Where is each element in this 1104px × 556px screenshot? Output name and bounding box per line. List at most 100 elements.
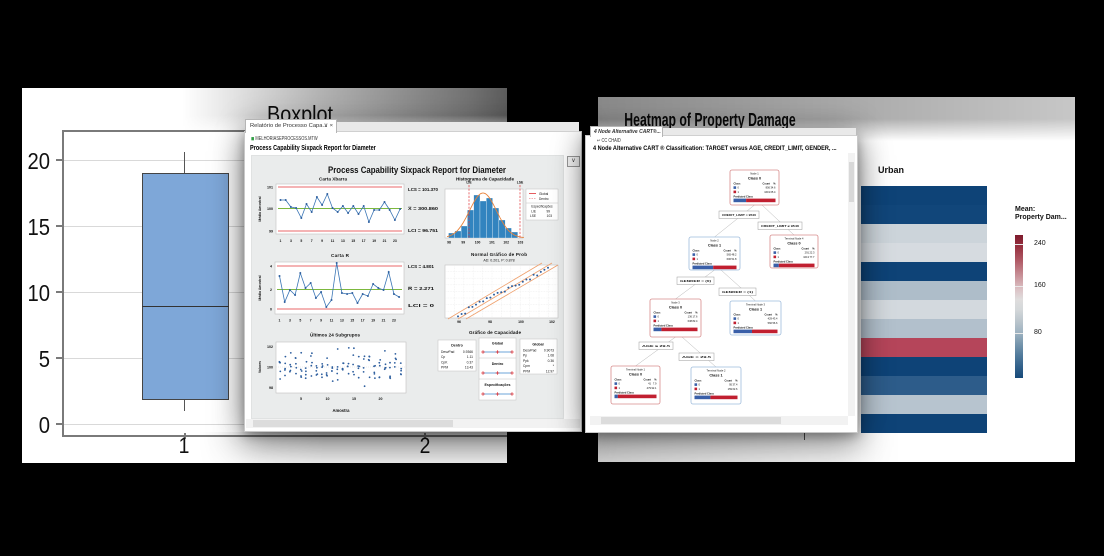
svg-text:Cp: Cp (441, 355, 445, 359)
svg-text:0: 0 (658, 315, 660, 319)
svg-text:LSE: LSE (530, 214, 536, 218)
svg-text:Predicted Class: Predicted Class (734, 325, 754, 329)
svg-text:856: 856 (766, 186, 771, 190)
svg-text:1: 1 (658, 319, 660, 323)
svg-text:Global: Global (539, 192, 549, 196)
svg-text:159: 159 (728, 387, 733, 391)
svg-text:Global: Global (532, 343, 543, 347)
svg-text:560: 560 (768, 321, 773, 325)
svg-text:Dentro: Dentro (492, 362, 504, 366)
svg-text:%: % (735, 379, 738, 383)
svg-text:1619: 1619 (764, 190, 770, 194)
svg-text:23: 23 (393, 239, 397, 243)
svg-text:1: 1 (280, 239, 282, 243)
svg-text:99: 99 (269, 230, 273, 234)
svg-text:0.36: 0.36 (548, 359, 555, 363)
svg-text:9: 9 (320, 319, 322, 323)
svg-text:LCI = 0: LCI = 0 (408, 303, 435, 308)
svg-text:Class 0: Class 0 (787, 242, 800, 246)
svg-text:48.2: 48.2 (731, 253, 737, 257)
svg-text:98: 98 (269, 386, 273, 390)
svg-text:37.4: 37.4 (732, 383, 738, 387)
svg-text:0: 0 (270, 308, 272, 312)
svg-text:41: 41 (648, 382, 651, 386)
svg-text:21: 21 (382, 319, 386, 323)
svg-text:AD: 0.201, P: 0.878: AD: 0.201, P: 0.878 (483, 259, 514, 263)
svg-text:Class 1: Class 1 (708, 244, 721, 248)
svg-text:9: 9 (321, 239, 323, 243)
svg-text:1.11: 1.11 (467, 355, 473, 359)
svg-text:Terminal Node 4: Terminal Node 4 (785, 237, 804, 241)
svg-text:Node 1: Node 1 (750, 172, 759, 176)
svg-text:56.6: 56.6 (772, 321, 778, 325)
svg-text:51.8: 51.8 (731, 257, 737, 261)
svg-text:LSE: LSE (517, 181, 524, 185)
svg-text:4: 4 (270, 265, 272, 269)
svg-text:11: 11 (331, 239, 335, 243)
svg-text:17.6: 17.6 (692, 315, 698, 319)
svg-text:7: 7 (311, 239, 313, 243)
svg-text:10: 10 (326, 397, 330, 401)
svg-text:96: 96 (457, 320, 461, 324)
svg-text:CREDIT_LIMIT ≥ 9540: CREDIT_LIMIT ≥ 9540 (761, 224, 799, 228)
svg-text:Valores: Valores (258, 361, 262, 373)
svg-text:1: 1 (619, 386, 621, 390)
svg-text:Amostra: Amostra (333, 408, 351, 413)
svg-text:2: 2 (270, 288, 272, 292)
svg-text:Predicted Class: Predicted Class (615, 390, 635, 394)
svg-text:Class 0: Class 0 (748, 177, 761, 181)
svg-text:291: 291 (805, 251, 810, 255)
svg-text:Ppk: Ppk (523, 359, 529, 363)
svg-text:Especificações: Especificações (485, 383, 511, 387)
svg-text:17: 17 (362, 239, 366, 243)
svg-text:R̅ = 2.271: R̅ = 2.271 (407, 286, 435, 291)
svg-text:Média Amostral: Média Amostral (258, 275, 262, 300)
svg-text:Cpm: Cpm (523, 364, 530, 368)
svg-text:Class 1: Class 1 (709, 374, 722, 378)
svg-text:99: 99 (461, 241, 465, 245)
svg-text:5: 5 (300, 397, 302, 401)
svg-text:13: 13 (340, 319, 344, 323)
svg-text:34.6: 34.6 (770, 186, 776, 190)
svg-text:100: 100 (267, 207, 273, 211)
svg-text:Class: Class (615, 378, 622, 382)
svg-text:DesvPad: DesvPad (523, 349, 537, 353)
svg-text:LCS = 101.370: LCS = 101.370 (408, 187, 439, 192)
svg-text:Class: Class (695, 379, 702, 383)
svg-text:Node 3: Node 3 (671, 301, 680, 305)
svg-text:15: 15 (351, 239, 355, 243)
svg-text:%: % (773, 182, 776, 186)
svg-text:1: 1 (778, 255, 780, 259)
svg-text:102: 102 (267, 345, 273, 349)
svg-text:Últimos 24 Subgrupos: Últimos 24 Subgrupos (310, 332, 360, 338)
svg-text:99: 99 (546, 210, 550, 214)
svg-text:606: 606 (727, 257, 732, 261)
svg-text:0: 0 (778, 251, 780, 255)
svg-text:429: 429 (768, 317, 773, 321)
svg-text:Terminal Node 1: Terminal Node 1 (626, 368, 645, 372)
svg-text:3: 3 (289, 319, 291, 323)
svg-text:Count: Count (724, 249, 732, 253)
svg-text:Class: Class (654, 311, 661, 315)
svg-text:%: % (775, 313, 778, 317)
svg-text:Terminal Node 2: Terminal Node 2 (707, 369, 726, 373)
svg-text:Class 0: Class 0 (669, 306, 682, 310)
svg-text:15: 15 (352, 397, 356, 401)
svg-text:103: 103 (518, 241, 524, 245)
svg-text:103: 103 (547, 214, 553, 218)
svg-text:Count: Count (725, 379, 733, 383)
svg-text:Class: Class (734, 182, 741, 186)
svg-text:92.1: 92.1 (651, 386, 657, 390)
svg-text:%: % (734, 249, 737, 253)
svg-text:43.4: 43.4 (772, 317, 778, 321)
svg-text:0: 0 (619, 382, 621, 386)
svg-text:%: % (695, 311, 698, 315)
svg-text:CREDIT_LIMIT < 9540: CREDIT_LIMIT < 9540 (722, 213, 756, 217)
svg-text:Count: Count (685, 311, 693, 315)
svg-text:7: 7 (310, 319, 312, 323)
svg-text:Terminal Node 3: Terminal Node 3 (746, 303, 765, 307)
svg-text:19: 19 (372, 239, 376, 243)
svg-text:136: 136 (688, 315, 693, 319)
svg-text:5: 5 (300, 239, 302, 243)
svg-text:LIE: LIE (531, 210, 536, 214)
